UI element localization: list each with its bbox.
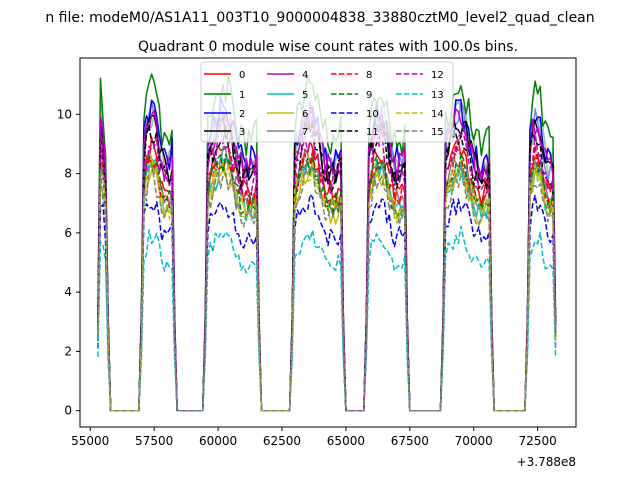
y-tick-label: 6 xyxy=(64,226,72,240)
legend-label-13: 13 xyxy=(431,90,444,101)
legend-label-2: 2 xyxy=(239,109,245,120)
series-line-12 xyxy=(97,125,557,412)
plot-area-frame xyxy=(79,57,577,428)
figure-suptitle: n file: modeM0/AS1A11_003T10_9000004838_… xyxy=(45,10,594,26)
legend-label-3: 3 xyxy=(239,127,245,138)
x-tick-label: 57500 xyxy=(135,434,173,448)
legend-label-4: 4 xyxy=(302,70,308,81)
x-tick-label: 72500 xyxy=(519,434,557,448)
legend-label-0: 0 xyxy=(239,70,245,81)
legend-label-15: 15 xyxy=(431,127,444,138)
y-tick-label: 0 xyxy=(64,404,72,418)
legend-label-10: 10 xyxy=(366,109,379,120)
chart-title: Quadrant 0 module wise count rates with … xyxy=(138,39,518,55)
x-tick-label: 55000 xyxy=(71,434,109,448)
legend-label-5: 5 xyxy=(302,90,308,101)
x-tick-label: 62500 xyxy=(263,434,301,448)
legend-label-14: 14 xyxy=(431,109,444,120)
y-tick-label: 10 xyxy=(57,107,72,121)
legend-label-6: 6 xyxy=(302,109,308,120)
series-line-15 xyxy=(97,163,557,412)
y-axis-ticks: 0 2 4 6 8 10 xyxy=(57,107,80,418)
legend-frame xyxy=(200,61,454,143)
x-tick-label: 67500 xyxy=(391,434,429,448)
x-axis-offset-label: +3.788e8 xyxy=(517,455,576,469)
legend-label-7: 7 xyxy=(302,127,308,138)
x-tick-label: 70000 xyxy=(455,434,493,448)
plot-series xyxy=(97,73,557,412)
legend-label-9: 9 xyxy=(366,90,372,101)
y-tick-label: 2 xyxy=(64,344,72,358)
x-tick-label: 60000 xyxy=(199,434,237,448)
y-tick-label: 8 xyxy=(64,167,72,181)
legend-label-8: 8 xyxy=(366,70,372,81)
legend-label-1: 1 xyxy=(239,90,245,101)
legend-label-11: 11 xyxy=(366,127,379,138)
y-tick-label: 4 xyxy=(64,285,72,299)
legend-label-12: 12 xyxy=(431,70,444,81)
x-tick-label: 65000 xyxy=(327,434,365,448)
x-axis-ticks: 55000 57500 60000 62500 65000 67500 70000 72500 xyxy=(71,427,557,448)
